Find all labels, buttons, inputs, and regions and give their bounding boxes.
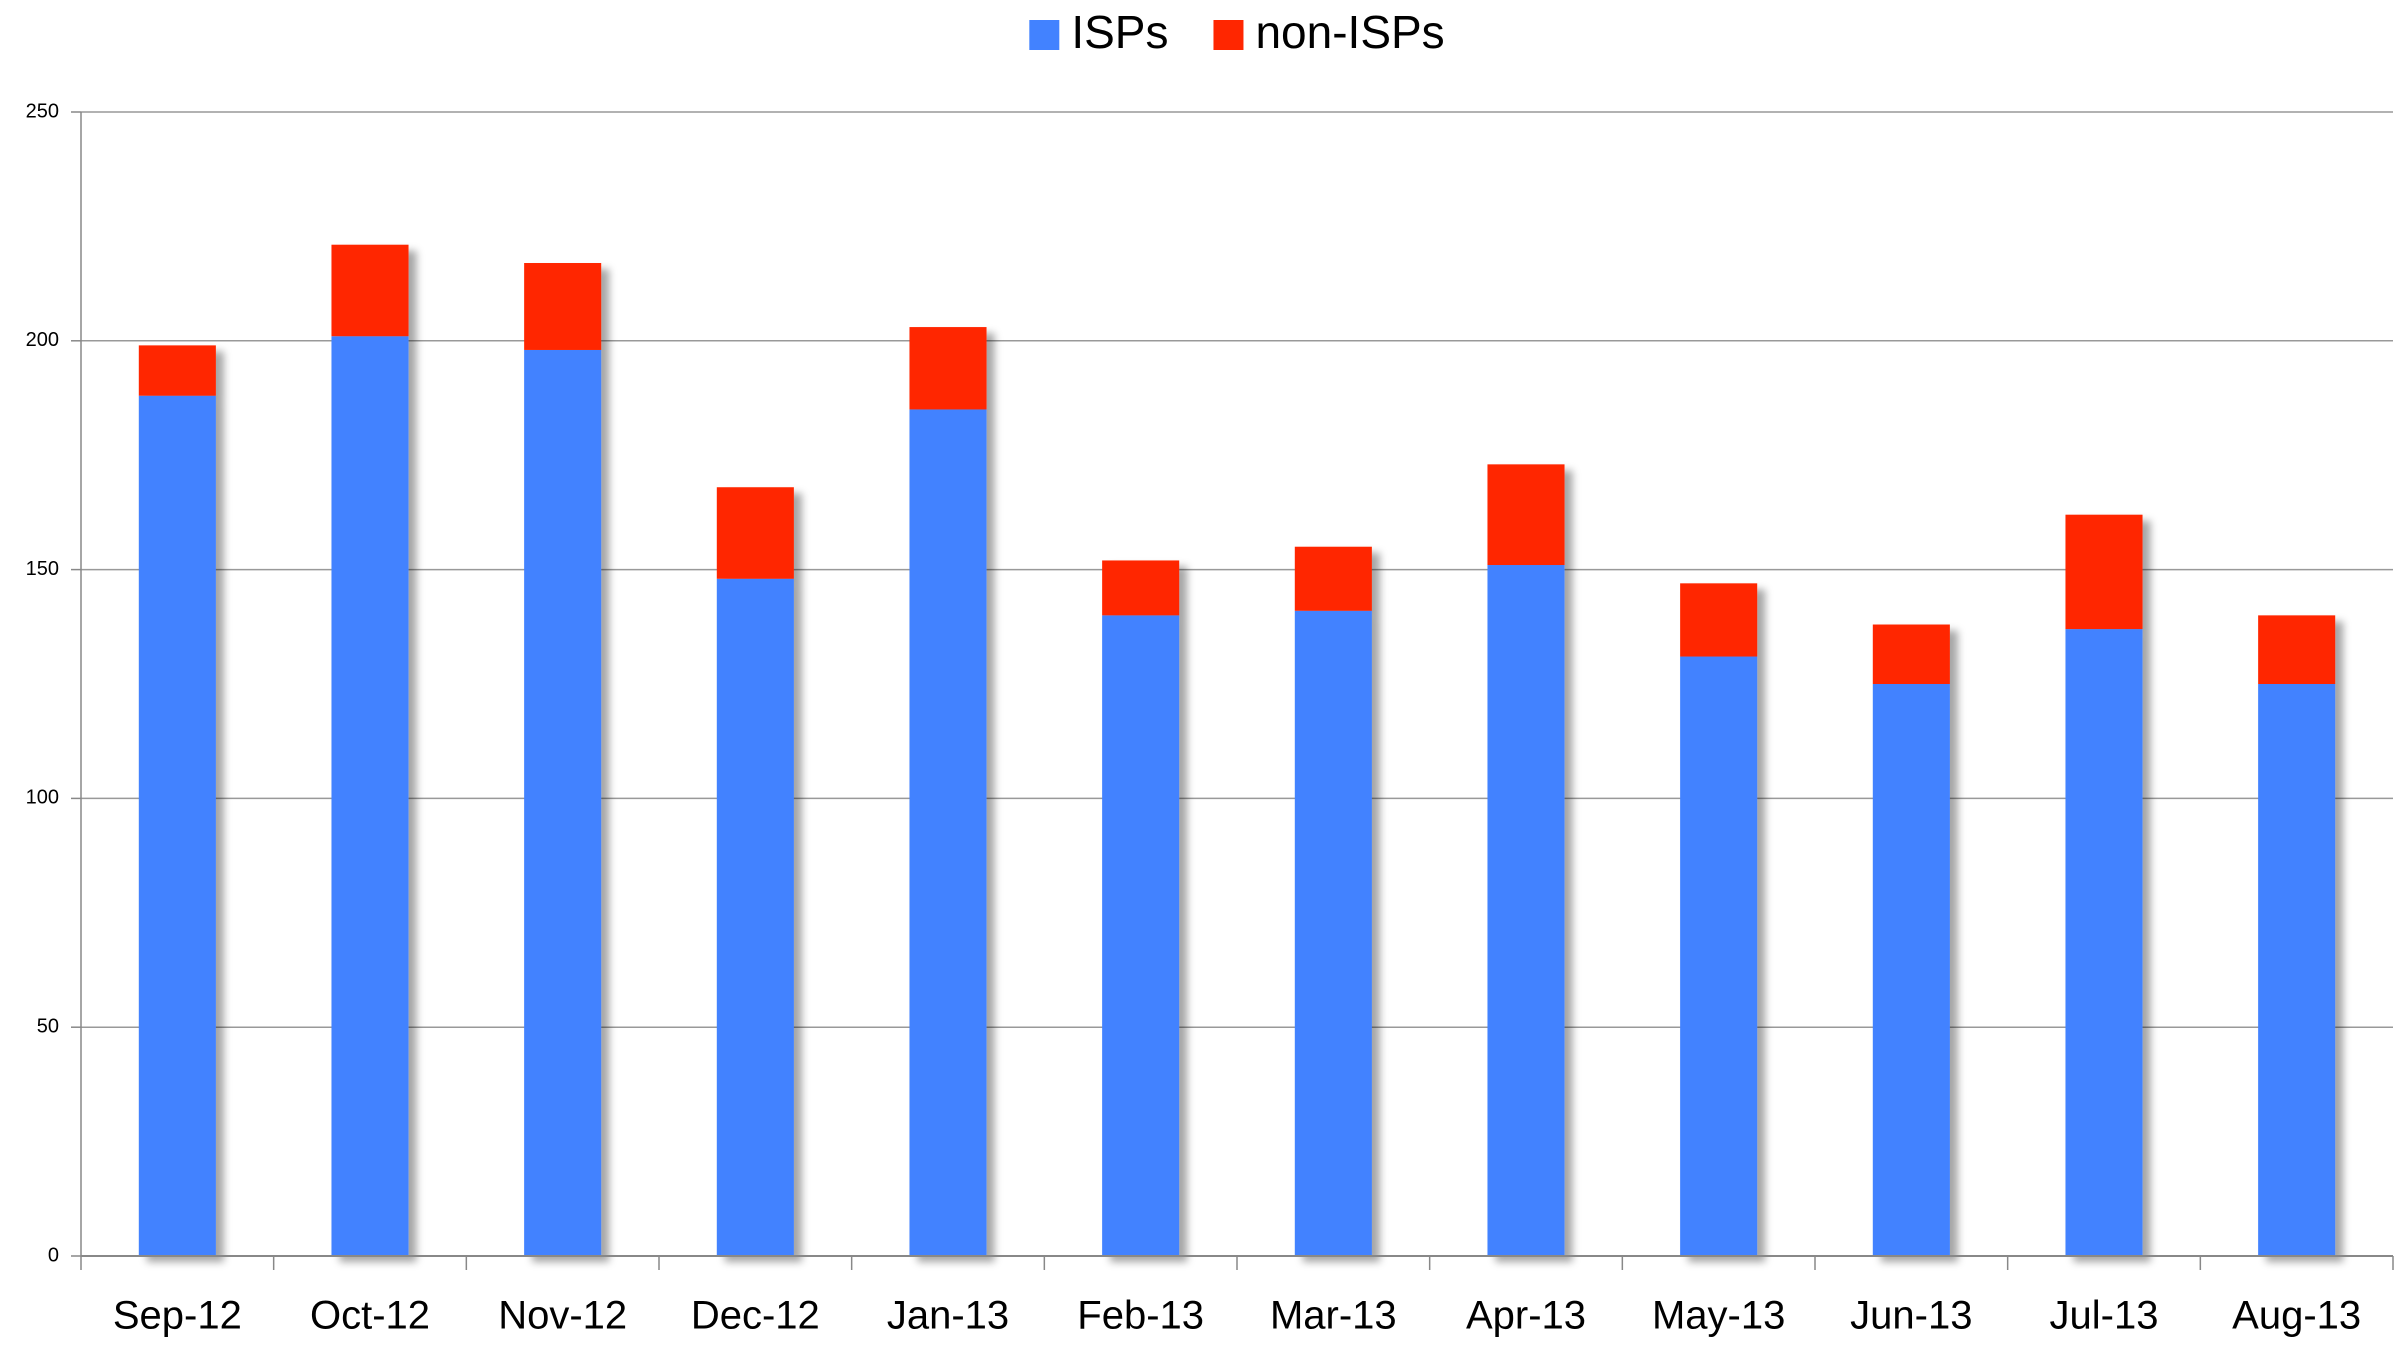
x-tick-label: Feb-13 — [1077, 1294, 1204, 1338]
x-tick-label: May-13 — [1652, 1294, 1785, 1338]
legend-swatch — [1213, 20, 1244, 50]
y-tick-label: 200 — [26, 329, 59, 351]
x-tick-label: Jun-13 — [1850, 1294, 1972, 1338]
bars — [138, 244, 2336, 1256]
bar-segment — [909, 327, 987, 410]
bar-segment — [1102, 615, 1180, 1256]
legend-item: non-ISPs — [1213, 6, 1445, 58]
bar-segment — [909, 409, 987, 1256]
bar-segment — [1294, 610, 1372, 1256]
bar-segment — [1872, 624, 1950, 684]
bar-segment — [524, 349, 602, 1256]
bar-segment — [331, 244, 409, 337]
legend-item: ISPs — [1029, 6, 1168, 58]
bar-segment — [138, 395, 216, 1256]
legend-swatch — [1029, 20, 1060, 50]
grid — [81, 111, 2393, 1257]
legend-label: ISPs — [1071, 6, 1168, 58]
x-tick-label: Aug-13 — [2232, 1294, 2361, 1338]
bar-segment — [1680, 583, 1758, 657]
x-tick-label: Jan-13 — [887, 1294, 1009, 1338]
bar-segment — [2258, 684, 2336, 1256]
x-tick-label: Oct-12 — [310, 1294, 430, 1338]
x-tick-label: Jul-13 — [2050, 1294, 2159, 1338]
bar-segment — [716, 487, 794, 579]
x-tick-label: Mar-13 — [1270, 1294, 1397, 1338]
bar-segment — [1102, 560, 1180, 616]
bar-segment — [331, 336, 409, 1256]
y-tick-label: 50 — [37, 1015, 59, 1037]
bar-segment — [1487, 565, 1565, 1256]
bar-segment — [524, 263, 602, 350]
x-tick-label: Nov-12 — [498, 1294, 627, 1338]
x-tick-label: Apr-13 — [1466, 1294, 1586, 1338]
bar-segment — [2065, 514, 2143, 630]
y-tick-label: 150 — [26, 558, 59, 580]
bar-segment — [1680, 656, 1758, 1256]
y-tick-label: 250 — [26, 100, 59, 122]
bar-segment — [1487, 464, 1565, 566]
bar-segment — [2258, 615, 2336, 684]
y-tick-label: 0 — [48, 1244, 59, 1266]
axes: 0 50 100 150 200 250 Sep-12 Oct-12 Nov-12 Dec-12 J… — [26, 100, 2394, 1338]
legend-label: non-ISPs — [1255, 6, 1444, 58]
bar-segment — [716, 578, 794, 1256]
bar-segment — [1294, 546, 1372, 611]
bar-segment — [138, 345, 216, 396]
y-tick-label: 100 — [26, 787, 59, 809]
x-tick-label: Dec-12 — [691, 1294, 820, 1338]
bar-segment — [2065, 629, 2143, 1256]
x-tick-label: Sep-12 — [113, 1294, 242, 1338]
bar-segment — [1872, 684, 1950, 1256]
